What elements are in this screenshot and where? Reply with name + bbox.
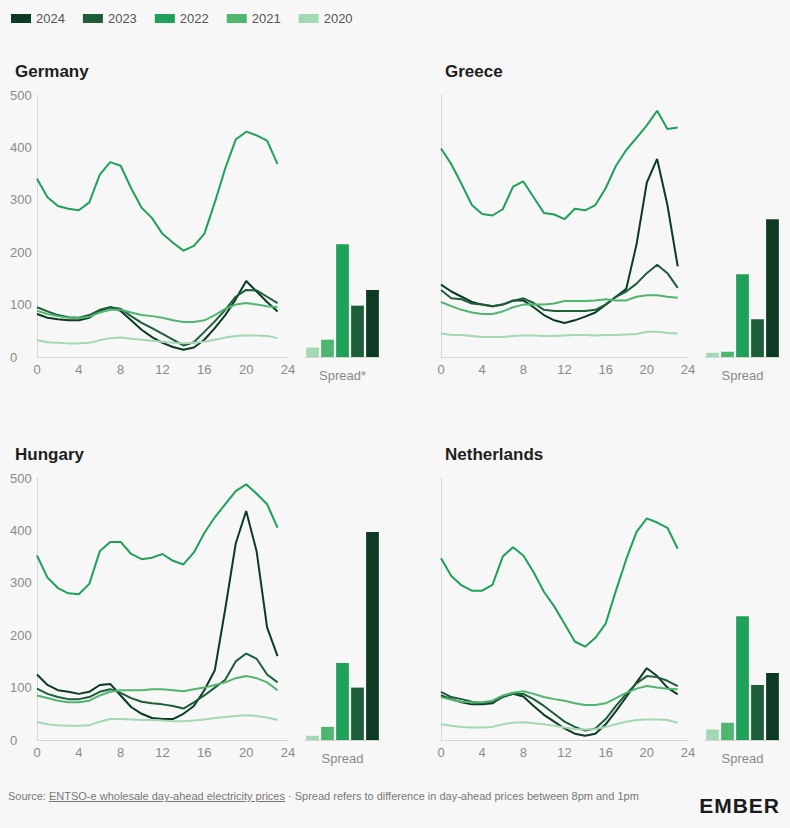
svg-text:0: 0 (437, 745, 444, 760)
svg-text:0: 0 (33, 745, 40, 760)
svg-text:16: 16 (598, 745, 612, 760)
svg-text:4: 4 (75, 362, 82, 377)
svg-text:4: 4 (479, 745, 486, 760)
svg-text:Spread: Spread (322, 751, 364, 766)
svg-text:400: 400 (10, 523, 32, 538)
html-text:EMBER: EMBER (699, 794, 780, 817)
svg-text:300: 300 (10, 575, 32, 590)
svg-text:0: 0 (437, 362, 444, 377)
svg-text:12: 12 (155, 745, 169, 760)
svg-text:24: 24 (681, 745, 695, 760)
svg-text:Netherlands: Netherlands (445, 445, 543, 464)
svg-text:12: 12 (557, 745, 571, 760)
svg-text:4: 4 (479, 362, 486, 377)
svg-text:300: 300 (10, 192, 32, 207)
svg-text:0: 0 (10, 733, 17, 748)
svg-text:8: 8 (520, 362, 527, 377)
svg-text:12: 12 (557, 362, 571, 377)
svg-text:2023: 2023 (108, 11, 137, 26)
svg-text:12: 12 (155, 362, 169, 377)
svg-text:200: 200 (10, 628, 32, 643)
svg-text:Germany: Germany (15, 62, 89, 81)
svg-text:Spread: Spread (722, 368, 764, 383)
svg-text:2022: 2022 (180, 11, 209, 26)
svg-text:Greece: Greece (445, 62, 503, 81)
svg-text:Spread: Spread (722, 751, 764, 766)
svg-text:16: 16 (197, 362, 211, 377)
svg-text:200: 200 (10, 245, 32, 260)
svg-text:100: 100 (10, 680, 32, 695)
svg-text:16: 16 (598, 362, 612, 377)
svg-text:0: 0 (10, 350, 17, 365)
svg-text:500: 500 (10, 471, 32, 486)
svg-text:24: 24 (281, 362, 295, 377)
svg-text:4: 4 (75, 745, 82, 760)
svg-text:24: 24 (281, 745, 295, 760)
html-text:Source: ENTSO-e wholesale day-: Source: ENTSO-e wholesale day-ahead elec… (8, 790, 639, 802)
svg-text:20: 20 (640, 362, 654, 377)
svg-text:2020: 2020 (324, 11, 353, 26)
svg-text:400: 400 (10, 140, 32, 155)
svg-text:2024: 2024 (36, 11, 65, 26)
svg-text:500: 500 (10, 88, 32, 103)
svg-text:8: 8 (117, 362, 124, 377)
svg-text:20: 20 (239, 745, 253, 760)
svg-text:20: 20 (239, 362, 253, 377)
svg-text:24: 24 (681, 362, 695, 377)
svg-text:100: 100 (10, 297, 32, 312)
svg-text:0: 0 (33, 362, 40, 377)
svg-text:8: 8 (117, 745, 124, 760)
svg-text:Spread*: Spread* (319, 368, 366, 383)
svg-text:8: 8 (520, 745, 527, 760)
svg-text:16: 16 (197, 745, 211, 760)
svg-text:20: 20 (640, 745, 654, 760)
svg-text:Hungary: Hungary (15, 445, 85, 464)
svg-text:2021: 2021 (252, 11, 281, 26)
